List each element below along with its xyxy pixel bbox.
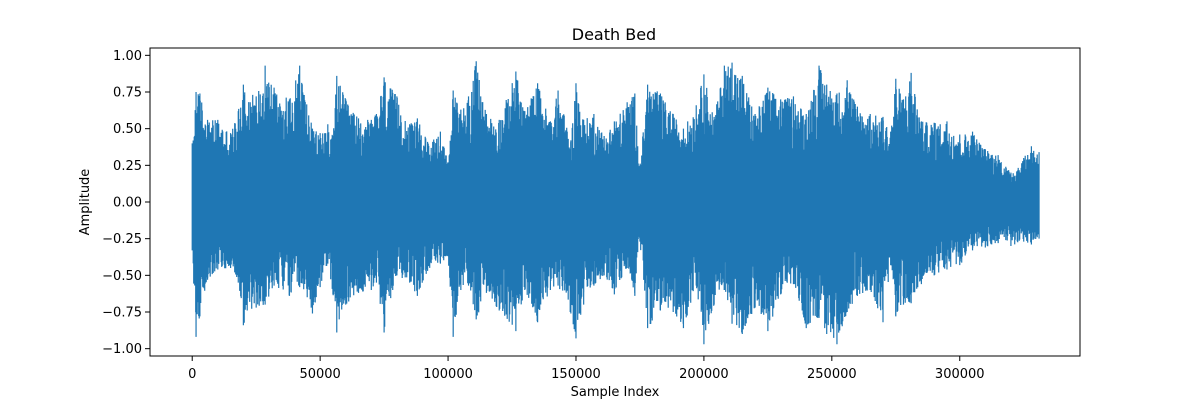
x-axis: 0 50000 100000 150000 200000 250000 300000 (188, 356, 985, 382)
x-tick-label: 0 (188, 367, 196, 382)
x-tick-label: 50000 (299, 367, 340, 382)
y-tick-label: 0.25 (113, 159, 142, 174)
y-axis: 1.00 0.75 0.50 0.25 0.00 −0.25 −0.50 −0.75 −1.00 (102, 49, 150, 357)
y-tick-label: 0.75 (113, 86, 142, 101)
y-axis-label: Amplitude (78, 169, 93, 236)
x-tick-label: 150000 (551, 367, 601, 382)
y-tick-label: −0.50 (102, 269, 142, 284)
waveform-line (191, 61, 1040, 345)
y-tick-label: 1.00 (113, 49, 142, 64)
y-tick-label: −0.75 (102, 306, 142, 321)
y-tick-label: 0.00 (113, 196, 142, 211)
x-tick-label: 250000 (807, 367, 857, 382)
chart-title: Death Bed (572, 25, 656, 44)
x-tick-label: 300000 (935, 367, 985, 382)
y-tick-label: −1.00 (102, 342, 142, 357)
x-tick-label: 100000 (423, 367, 473, 382)
y-tick-label: 0.50 (113, 122, 142, 137)
x-axis-label: Sample Index (571, 385, 660, 400)
x-tick-label: 200000 (679, 367, 729, 382)
waveform-series (191, 61, 1040, 345)
y-tick-label: −0.25 (102, 232, 142, 247)
